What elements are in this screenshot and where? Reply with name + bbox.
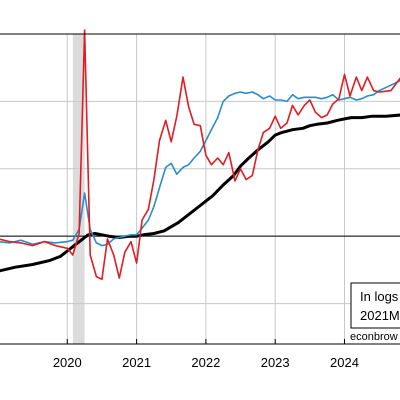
- series-line-1: [0, 79, 400, 247]
- x-tick-label-1: 2021: [122, 355, 151, 370]
- plot-frame: [0, 33, 400, 345]
- series-line-0: [0, 113, 400, 273]
- series-line-2: [0, 29, 400, 281]
- annotation-line-2: 2021M: [360, 308, 400, 323]
- series-layer: [0, 29, 400, 281]
- x-axis-ticks: 2020 2021 2022 2023 2024: [53, 339, 359, 370]
- x-tick-label-3: 2023: [261, 355, 290, 370]
- plot-frame-layer: [0, 33, 400, 345]
- recession-shade: [72, 34, 85, 344]
- recession-shading-layer: [72, 34, 85, 344]
- x-tick-label-2: 2022: [191, 355, 220, 370]
- annotation-line-1: In logs: [360, 289, 399, 304]
- annotation-box: In logs 2021M: [350, 282, 400, 329]
- gridlines-layer: [0, 33, 400, 344]
- x-tick-label-4: 2024: [330, 355, 359, 370]
- x-tick-label-0: 2020: [53, 355, 82, 370]
- source-credit: econbrow: [350, 331, 398, 343]
- annotation-box-frame: [350, 282, 400, 329]
